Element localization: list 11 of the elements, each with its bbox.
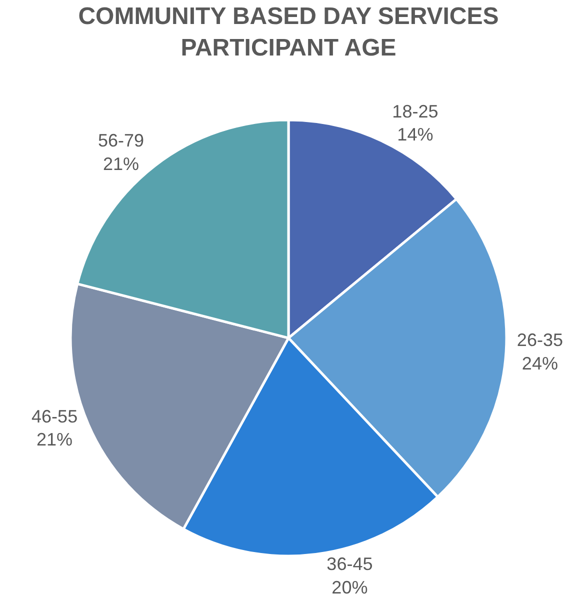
slice-label: 56-79 — [98, 130, 144, 150]
slice-label: 46-55 — [32, 406, 78, 426]
slice-label: 36-45 — [326, 554, 373, 574]
data-label: 24% — [522, 353, 558, 374]
chart-title: COMMUNITY BASED DAY SERVICES PARTICIPANT AGE — [78, 3, 499, 62]
data-label: 21% — [102, 154, 140, 174]
data-label: 14% — [397, 124, 434, 145]
slice-label: 26-35 — [516, 330, 563, 350]
slice-label: 18-25 — [392, 101, 438, 122]
data-label: 21% — [36, 430, 73, 450]
data-label: 20% — [332, 577, 368, 598]
